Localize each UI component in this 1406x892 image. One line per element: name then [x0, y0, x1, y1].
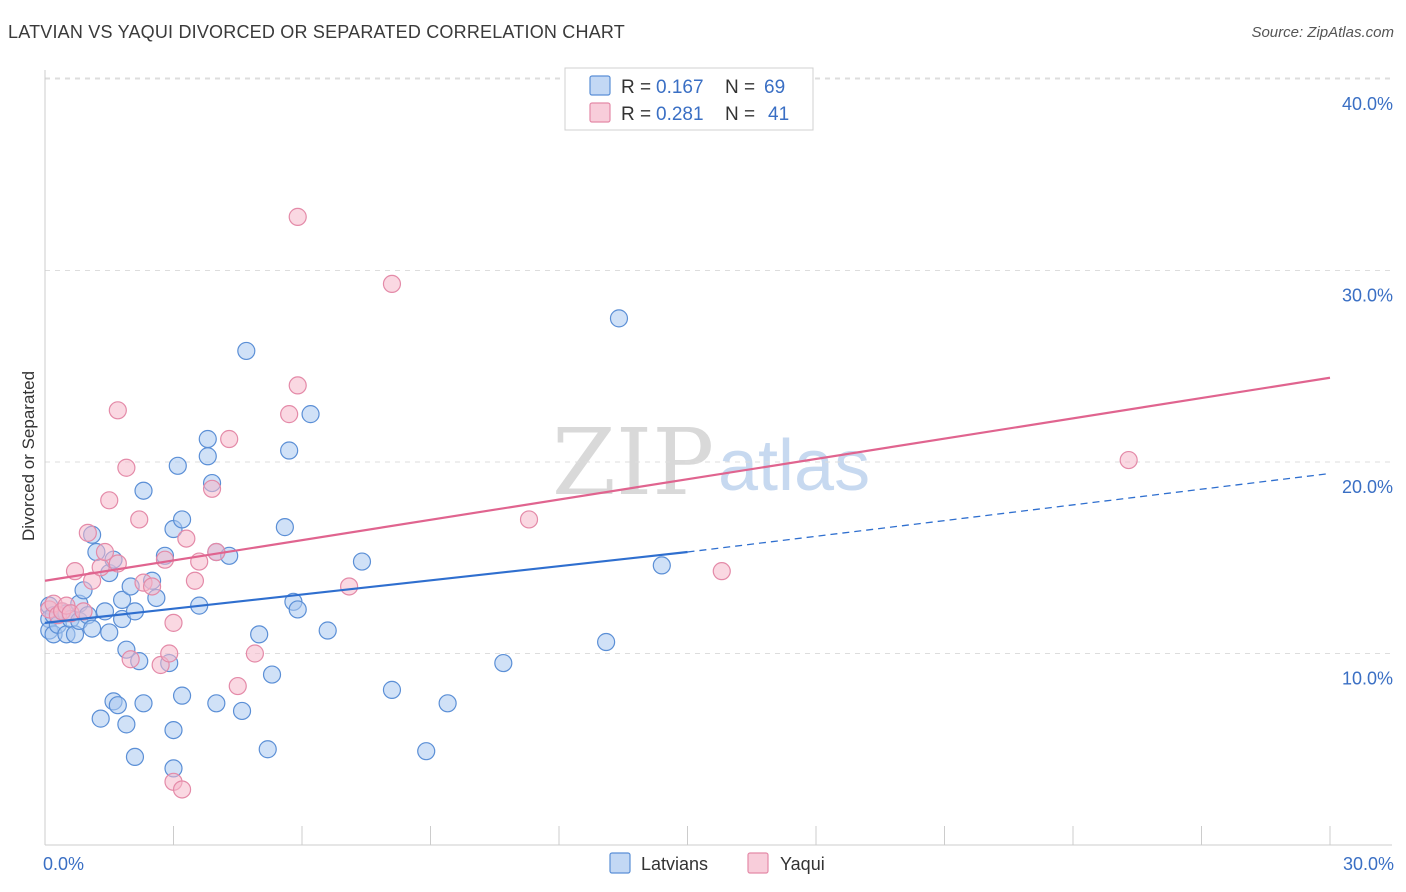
yaqui-points: [40, 207, 1138, 799]
yaqui-point: [519, 510, 539, 529]
yaqui-point: [220, 429, 239, 449]
yaqui-point: [228, 676, 247, 696]
yaqui-point: [164, 613, 183, 632]
latvians-point: [134, 694, 153, 713]
bottom-legend-swatch-latvians: [609, 852, 631, 874]
stats-legend: R = 0.167 N = 69 R = 0.281 N = 41: [564, 67, 814, 131]
legend-n-label-latvians: N =: [725, 77, 755, 98]
x-tick-label-start: 0.0%: [43, 854, 84, 874]
legend-r-label-latvians: R =: [621, 77, 651, 98]
latvians-point: [275, 518, 294, 537]
yaqui-point: [100, 491, 119, 510]
yaqui-trend-line: [44, 376, 1331, 582]
watermark-atlas: atlas: [718, 426, 870, 506]
yaqui-point: [288, 376, 307, 395]
yaqui-point: [78, 523, 97, 542]
yaqui-point: [177, 529, 196, 548]
yaqui-point: [280, 405, 299, 424]
latvians-point: [198, 429, 217, 449]
latvians-point: [198, 447, 217, 466]
latvians-point: [112, 590, 132, 609]
yaqui-point: [1119, 450, 1138, 470]
x-tick-labels: 0.0% 30.0%: [43, 854, 1394, 874]
latvians-point: [318, 621, 337, 640]
latvians-point: [108, 696, 127, 715]
y-tick-label: 30.0%: [1342, 286, 1393, 306]
latvians-point: [83, 619, 102, 638]
axis-layer: [44, 70, 1392, 846]
chart-title: LATVIAN VS YAQUI DIVORCED OR SEPARATED C…: [8, 22, 625, 42]
latvians-point: [207, 694, 226, 713]
yaqui-point: [142, 577, 162, 596]
latvians-point: [168, 456, 187, 475]
yaqui-point: [202, 479, 222, 498]
latvians-point: [91, 709, 110, 728]
yaqui-point: [160, 644, 179, 663]
yaqui-point: [74, 602, 93, 621]
yaqui-point: [288, 207, 307, 226]
yaqui-point: [245, 644, 264, 663]
latvians-point: [494, 653, 513, 673]
legend-swatch-latvians: [589, 75, 611, 96]
latvians-point: [164, 720, 183, 740]
y-tick-label: 40.0%: [1342, 94, 1393, 114]
latvians-points: [40, 309, 671, 778]
legend-r-label-yaqui: R =: [621, 104, 651, 125]
yaqui-point: [95, 542, 115, 562]
y-tick-label: 10.0%: [1342, 669, 1393, 689]
latvians-point: [280, 441, 299, 460]
latvians-point: [172, 686, 192, 705]
latvians-point: [301, 405, 320, 424]
yaqui-point: [382, 274, 402, 294]
latvians-point: [100, 623, 119, 642]
latvians-point: [609, 309, 629, 328]
latvians-point: [382, 680, 402, 699]
latvians-point: [232, 701, 252, 721]
yaqui-point: [340, 577, 359, 596]
series-legend: Latvians Yaqui: [609, 852, 825, 874]
yaqui-point: [121, 650, 140, 669]
yaqui-point: [117, 458, 136, 477]
legend-n-value-latvians: 69: [764, 77, 785, 98]
yaqui-point: [185, 571, 205, 590]
latvians-point: [652, 556, 671, 575]
latvians-point: [262, 665, 282, 684]
yaqui-point: [155, 550, 175, 569]
legend-r-value-yaqui: 0.281: [656, 104, 704, 125]
latvians-point: [352, 552, 372, 571]
bottom-legend-label-latvians: Latvians: [641, 854, 708, 874]
y-tick-label: 20.0%: [1342, 477, 1393, 497]
latvians-point: [288, 600, 307, 619]
latvians-point: [117, 715, 136, 734]
x-tick-label-end: 30.0%: [1343, 854, 1394, 874]
latvians-point: [172, 510, 192, 529]
latvians-point: [258, 740, 277, 759]
bottom-legend-swatch-yaqui: [747, 852, 769, 874]
legend-n-label-yaqui: N =: [725, 104, 755, 125]
chart-source: Source: ZipAtlas.com: [1251, 24, 1394, 41]
yaqui-point: [108, 401, 127, 420]
latvians-point: [417, 742, 436, 761]
latvians-trend-line: [44, 550, 688, 624]
bottom-legend-label-yaqui: Yaqui: [780, 854, 825, 874]
grid-layer: [45, 77, 1392, 845]
trend-lines: [44, 376, 1331, 624]
latvians-point: [438, 694, 457, 713]
yaqui-point: [172, 780, 192, 799]
yaqui-point: [712, 562, 731, 581]
latvians-point: [125, 747, 145, 767]
yaqui-point: [130, 510, 149, 529]
y-tick-labels: 10.0% 20.0% 30.0% 40.0%: [1342, 94, 1393, 689]
y-axis-label: Divorced or Separated: [19, 371, 38, 541]
latvians-point: [237, 341, 256, 361]
legend-r-value-latvians: 0.167: [656, 77, 704, 98]
legend-swatch-yaqui: [589, 102, 611, 123]
latvians-point: [250, 625, 269, 644]
legend-n-value-yaqui: 41: [768, 104, 789, 125]
latvians-point: [134, 481, 153, 500]
latvians-point: [597, 632, 616, 652]
